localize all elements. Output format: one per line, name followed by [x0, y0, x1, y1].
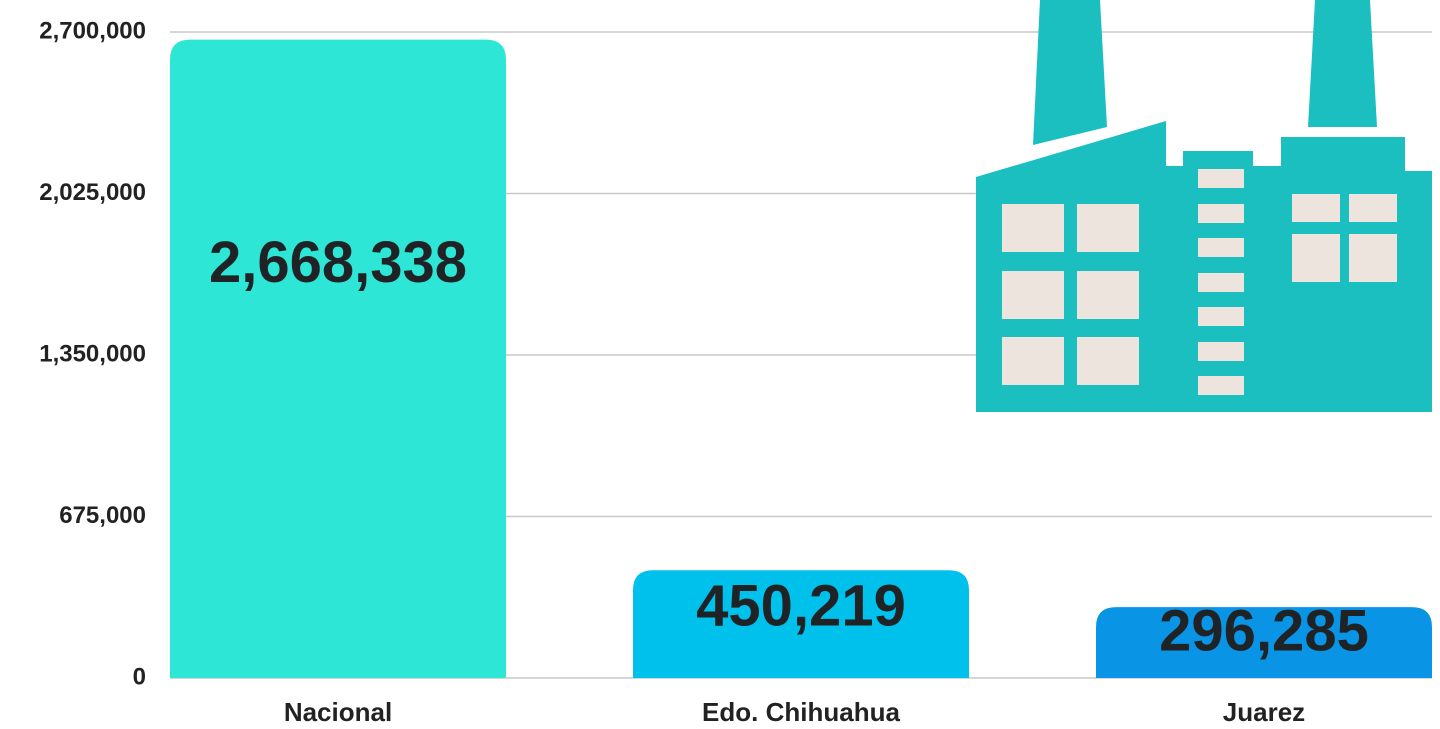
value-label: 2,668,338	[209, 230, 467, 295]
y-tick-label: 675,000	[59, 502, 146, 529]
y-tick-label: 2,025,000	[39, 179, 146, 206]
y-tick-label: 2,700,000	[39, 17, 146, 44]
factory-icon	[976, 0, 1432, 412]
x-tick-label: Nacional	[284, 697, 392, 727]
y-tick-label: 0	[133, 663, 146, 690]
x-tick-label: Juarez	[1223, 697, 1305, 727]
value-label: 450,219	[696, 574, 906, 639]
bar	[170, 39, 506, 678]
y-tick-label: 1,350,000	[39, 340, 146, 367]
x-tick-label: Edo. Chihuahua	[702, 697, 900, 727]
value-label: 296,285	[1159, 598, 1369, 663]
bar	[1096, 607, 1432, 678]
bar	[633, 570, 969, 678]
